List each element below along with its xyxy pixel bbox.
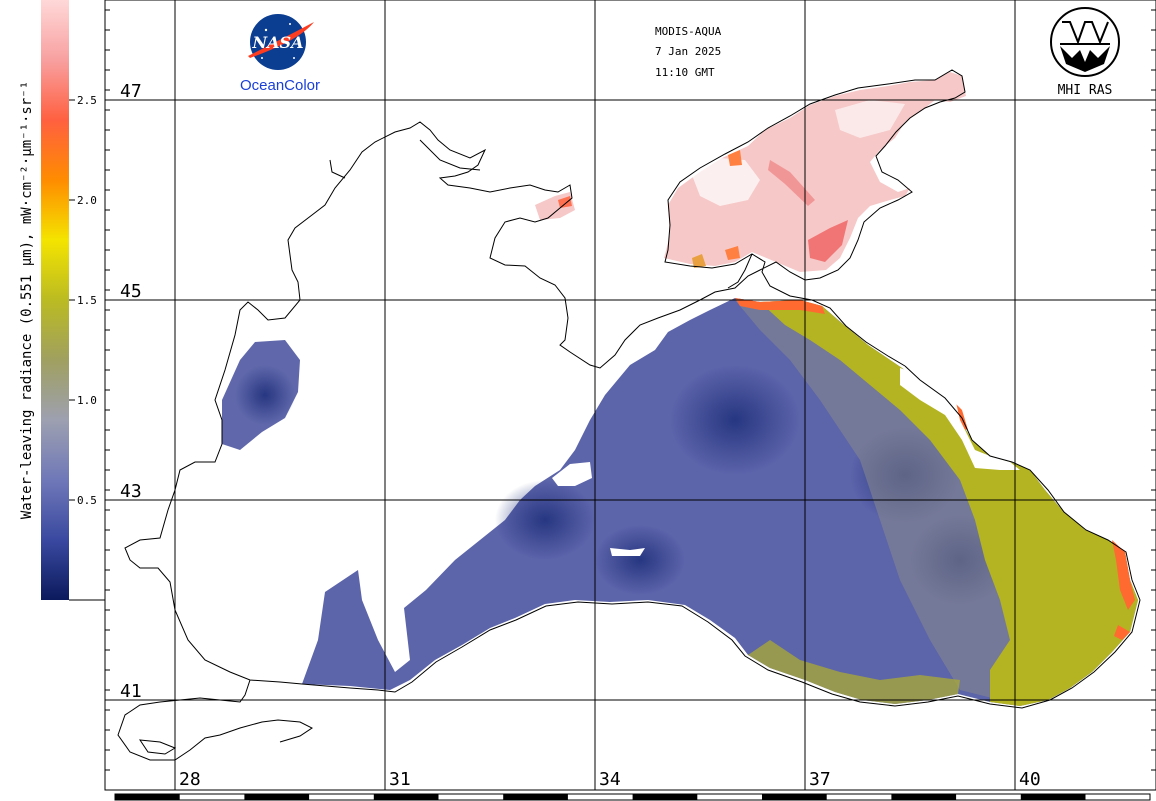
colorbar-ticks: 2.5 2.0 1.5 1.0 0.5 — [69, 94, 97, 507]
azov-hotspot — [725, 246, 740, 260]
coastline — [117, 69, 1141, 761]
colorbar-ramp — [41, 0, 69, 600]
header-block: MODIS-AQUA 7 Jan 2025 11:10 GMT — [655, 25, 722, 79]
scale-bar-segment — [244, 794, 310, 800]
longitude-label: 34 — [599, 769, 621, 790]
scale-bar-segment — [762, 794, 827, 800]
latitude-labels: 47 45 43 41 — [120, 81, 142, 702]
latitude-label: 45 — [120, 281, 142, 302]
scale-bar-segment — [503, 794, 568, 800]
cloud-gap — [610, 548, 645, 556]
nasa-logo: NASA OceanColor — [240, 14, 320, 94]
azov-sea-radiance — [535, 72, 966, 272]
latitude-label: 41 — [120, 681, 142, 702]
date-label: 7 Jan 2025 — [655, 45, 721, 58]
eddy — [595, 525, 685, 595]
azov-hotspot — [808, 220, 848, 262]
longitude-labels: 28 31 34 37 40 — [179, 769, 1041, 790]
mhi-ras-label: MHI RAS — [1058, 83, 1113, 98]
colorbar-tick-label: 0.5 — [77, 494, 97, 507]
scale-bar-segment — [632, 794, 698, 800]
edge-ticks — [105, 9, 1156, 771]
azov-light — [835, 100, 905, 138]
azov-hotspot — [728, 150, 742, 166]
scale-bar-segment — [1020, 794, 1086, 800]
sea-coastal-yellow-south — [748, 640, 960, 704]
colorbar-tick-label: 2.5 — [77, 94, 97, 107]
colorbar-tick-label: 1.0 — [77, 394, 97, 407]
sivash-hotspot — [558, 196, 572, 208]
cloud-gap — [900, 368, 1020, 470]
azov-hotspot — [768, 160, 815, 206]
eddy — [235, 365, 295, 425]
sea-coastal-yellow — [760, 300, 1138, 706]
scale-bar — [114, 793, 1151, 801]
latitude-label: 47 — [120, 81, 142, 102]
nasa-logo-text: NASA — [251, 33, 303, 52]
colorbar-tick-label: 2.0 — [77, 194, 97, 207]
latitude-label: 43 — [120, 481, 142, 502]
longitude-label: 37 — [809, 769, 831, 790]
scale-bar-segment — [373, 794, 439, 800]
colorbar-tick-label: 1.5 — [77, 294, 97, 307]
oceancolor-label: OceanColor — [240, 77, 320, 94]
azov-light — [690, 158, 760, 206]
map-panel: 47 45 43 41 28 31 34 37 40 — [105, 0, 1156, 790]
scale-bar-segment — [891, 794, 957, 800]
graticule — [105, 0, 1156, 790]
mhi-ras-logo: MHI RAS — [1050, 7, 1120, 98]
hotspot-east-south — [1114, 625, 1130, 640]
hotspot-east — [1112, 540, 1135, 610]
time-label: 11:10 GMT — [655, 66, 715, 79]
longitude-label: 31 — [389, 769, 411, 790]
map-border — [104, 0, 1156, 791]
scale-bar-segment — [115, 794, 180, 800]
hotspot-kerch — [735, 298, 825, 314]
longitude-label: 40 — [1019, 769, 1041, 790]
colorbar-title: Water-leaving radiance (0.551 µm), mW·cm… — [19, 81, 35, 519]
azov-hotspot — [692, 254, 706, 268]
longitude-label: 28 — [179, 769, 201, 790]
cloud-gap — [552, 462, 592, 486]
eddy — [495, 480, 595, 560]
sensor-label: MODIS-AQUA — [655, 25, 722, 38]
eddy — [670, 365, 800, 475]
colorbar: 2.5 2.0 1.5 1.0 0.5 Water-leaving radiance (… — [19, 0, 106, 790]
